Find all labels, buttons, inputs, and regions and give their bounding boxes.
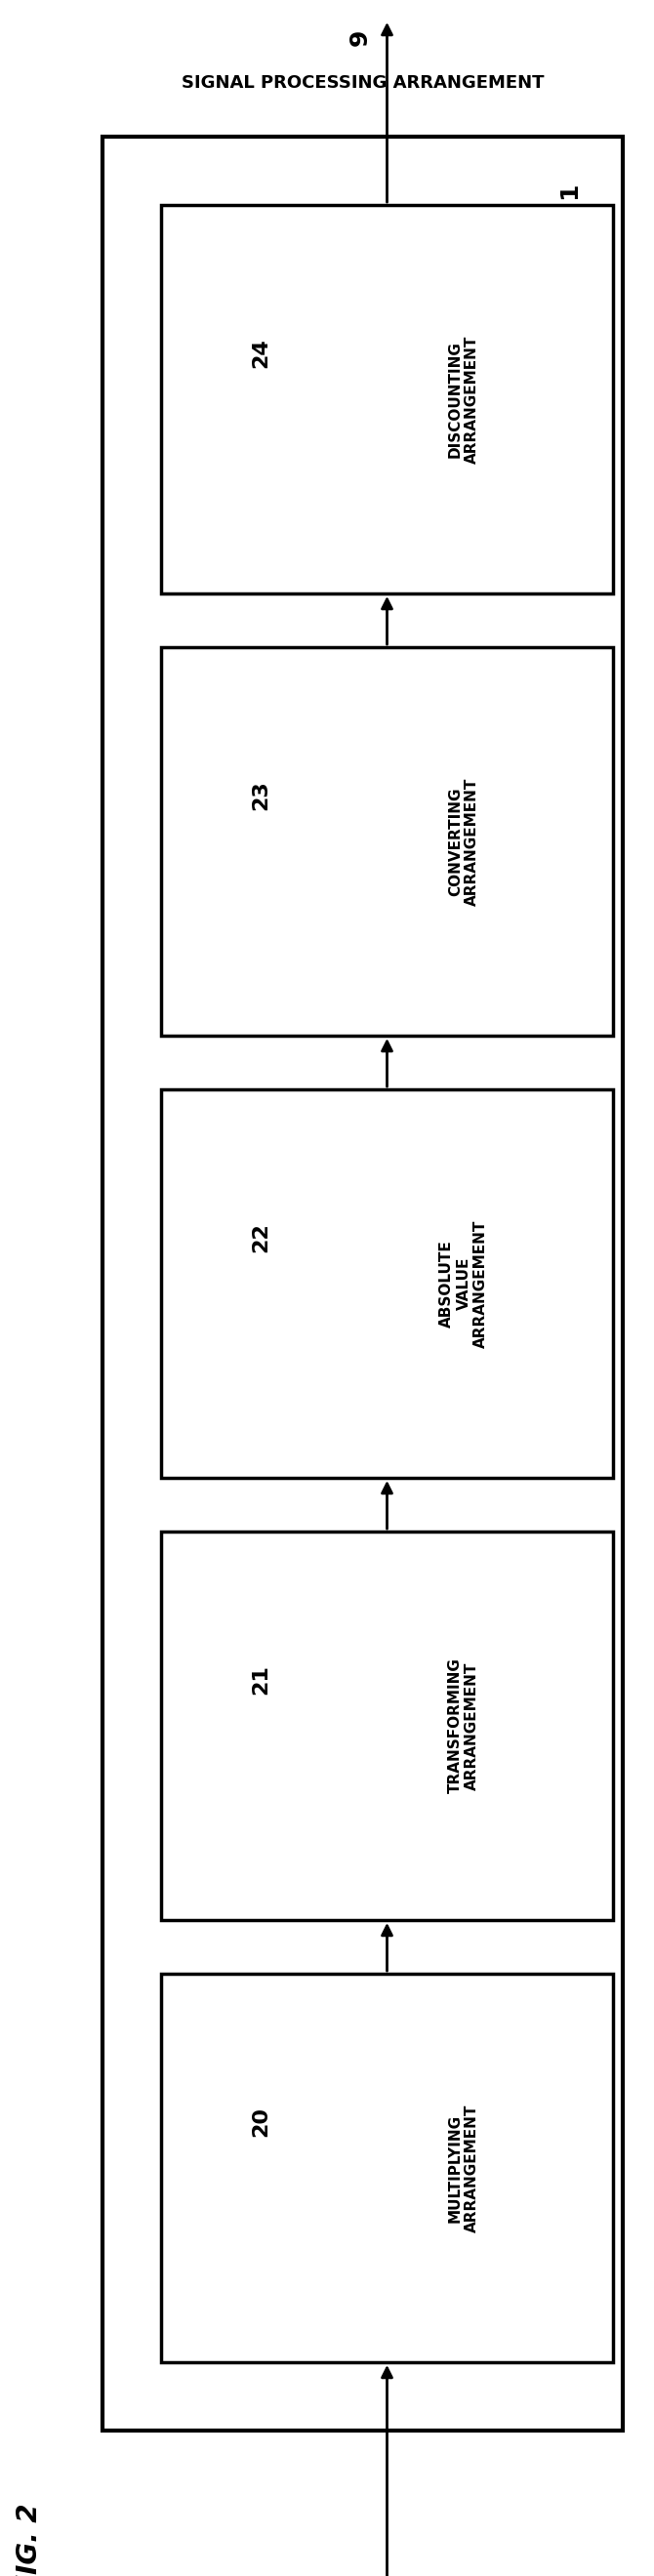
Text: 21: 21 (250, 1664, 270, 1695)
Bar (103, 137, 623, 2432)
Text: 1: 1 (557, 183, 581, 198)
Bar (161, 1973, 613, 2362)
Text: ABSOLUTE
VALUE
ARRANGEMENT: ABSOLUTE VALUE ARRANGEMENT (439, 1218, 488, 1347)
Text: CONVERTING
ARRANGEMENT: CONVERTING ARRANGEMENT (448, 778, 479, 907)
Text: 23: 23 (250, 781, 270, 809)
Bar (161, 1090, 613, 1479)
Text: 24: 24 (250, 337, 270, 368)
Text: TRANSFORMING
ARRANGEMENT: TRANSFORMING ARRANGEMENT (448, 1659, 479, 1793)
Bar (161, 1533, 613, 1919)
Text: MULTIPLYING
ARRANGEMENT: MULTIPLYING ARRANGEMENT (448, 2105, 479, 2231)
Text: DISCOUNTING
ARRANGEMENT: DISCOUNTING ARRANGEMENT (448, 335, 479, 464)
Bar (161, 206, 613, 592)
Text: FIG. 2: FIG. 2 (16, 2504, 43, 2576)
Bar (161, 647, 613, 1036)
Text: 9: 9 (348, 28, 371, 46)
Text: 22: 22 (250, 1221, 270, 1252)
Text: SIGNAL PROCESSING ARRANGEMENT: SIGNAL PROCESSING ARRANGEMENT (181, 75, 544, 93)
Text: 20: 20 (250, 2107, 270, 2136)
